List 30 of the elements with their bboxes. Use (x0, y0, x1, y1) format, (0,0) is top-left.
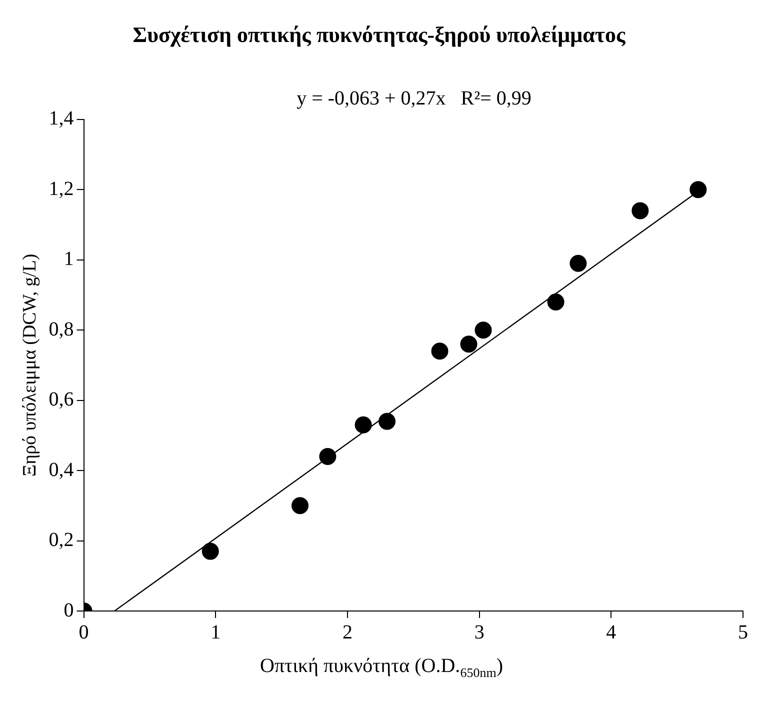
x-tick-label: 4 (606, 621, 616, 644)
point (474, 322, 492, 339)
point (292, 497, 309, 514)
y-tick-label: 1 (64, 248, 74, 270)
text: y = -0,063 + 0,27x R²= 0,99 (296, 88, 532, 110)
point (570, 254, 587, 272)
point (319, 448, 336, 465)
y-tick-label: 0,2 (48, 529, 74, 552)
y-tick-label: 1,4 (48, 108, 74, 130)
y-tick-label: 0,4 (48, 458, 74, 481)
point (547, 293, 564, 310)
y-tick-label: 1,2 (48, 178, 74, 200)
x-tick-label: 2 (342, 621, 352, 644)
x-tick-label: 0 (78, 621, 89, 644)
point (202, 542, 219, 560)
y-tick-label: 0,6 (48, 388, 74, 411)
point (354, 416, 372, 434)
point (378, 412, 396, 430)
x-tick-label: 1 (210, 621, 221, 644)
point (460, 336, 478, 353)
point (632, 202, 649, 220)
x-tick-label: 3 (474, 621, 484, 644)
x-tick-label: 5 (738, 621, 748, 644)
point (690, 181, 707, 198)
y-tick-label: 0 (64, 599, 74, 622)
y-axis-title: Ξηρό υπόλειμμα (DCW, g/L) (19, 254, 40, 477)
point (431, 342, 448, 360)
chart-title: Συσχέτιση οπτικής πυκνότητας-ξηρού υπολείμματος (132, 22, 626, 47)
x-axis-title: Οπτική πυκνότητα (O.D.$_{650nm}$) (259, 655, 504, 681)
y-tick-label: 0,8 (48, 318, 74, 340)
